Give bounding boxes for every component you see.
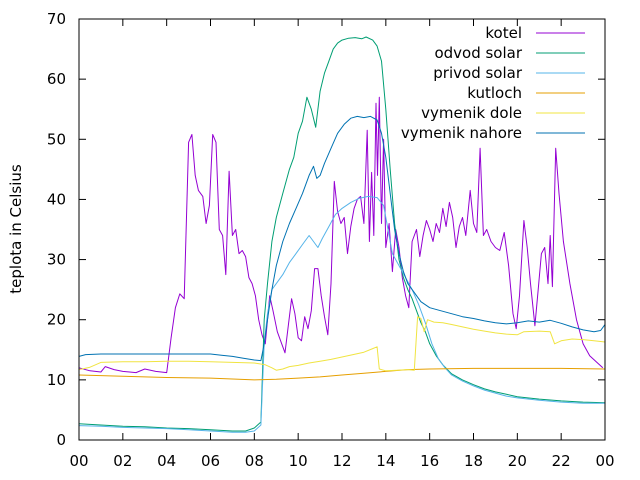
- series-line-kutloch: [79, 367, 605, 381]
- axes-layer: 0 10 20 30 40 50 60 70 00 02 04 06 08 10 12 14 16 18 20 22 0…: [47, 10, 615, 470]
- y-tick-label: 60: [47, 70, 66, 88]
- x-tick-label: 20: [508, 452, 527, 470]
- series-line-vymenik-nahore: [79, 115, 605, 362]
- x-tick-label: 22: [552, 452, 571, 470]
- y-tick-label: 0: [56, 431, 66, 449]
- x-tick-label: 08: [245, 452, 264, 470]
- y-tick-label: 70: [47, 10, 66, 28]
- x-tick-label: 02: [113, 452, 132, 470]
- series-layer: [79, 36, 605, 433]
- x-tick-label: 00: [69, 452, 88, 470]
- legend: kotel odvod solar privod solar kutloch vymen…: [401, 24, 585, 142]
- series-line-privod-solar: [79, 195, 605, 433]
- y-tick-label: 50: [47, 130, 66, 148]
- legend-label: privod solar: [433, 64, 523, 82]
- x-tick-label: 12: [332, 452, 351, 470]
- y-axis-title: teplota in Celsius: [7, 164, 25, 294]
- y-tick-label: 20: [47, 311, 66, 329]
- x-tick-label: 04: [157, 452, 176, 470]
- y-tick-label: 30: [47, 251, 66, 269]
- legend-label: vymenik nahore: [401, 124, 522, 142]
- legend-label: odvod solar: [434, 44, 522, 62]
- legend-label: kutloch: [467, 84, 522, 102]
- x-tick-label: 18: [464, 452, 483, 470]
- x-tick-label: 16: [420, 452, 439, 470]
- series-line-vymenik-dole: [79, 316, 605, 372]
- x-tick-label: 00: [595, 452, 614, 470]
- legend-label: kotel: [485, 24, 522, 42]
- y-tick-label: 40: [47, 190, 66, 208]
- y-tick-label: 10: [47, 371, 66, 389]
- series-line-odvod-solar: [79, 36, 605, 432]
- x-tick-label: 14: [376, 452, 395, 470]
- series-line-kotel: [79, 96, 604, 374]
- legend-label: vymenik dole: [421, 104, 522, 122]
- x-tick-label: 10: [289, 452, 308, 470]
- x-tick-label: 06: [201, 452, 220, 470]
